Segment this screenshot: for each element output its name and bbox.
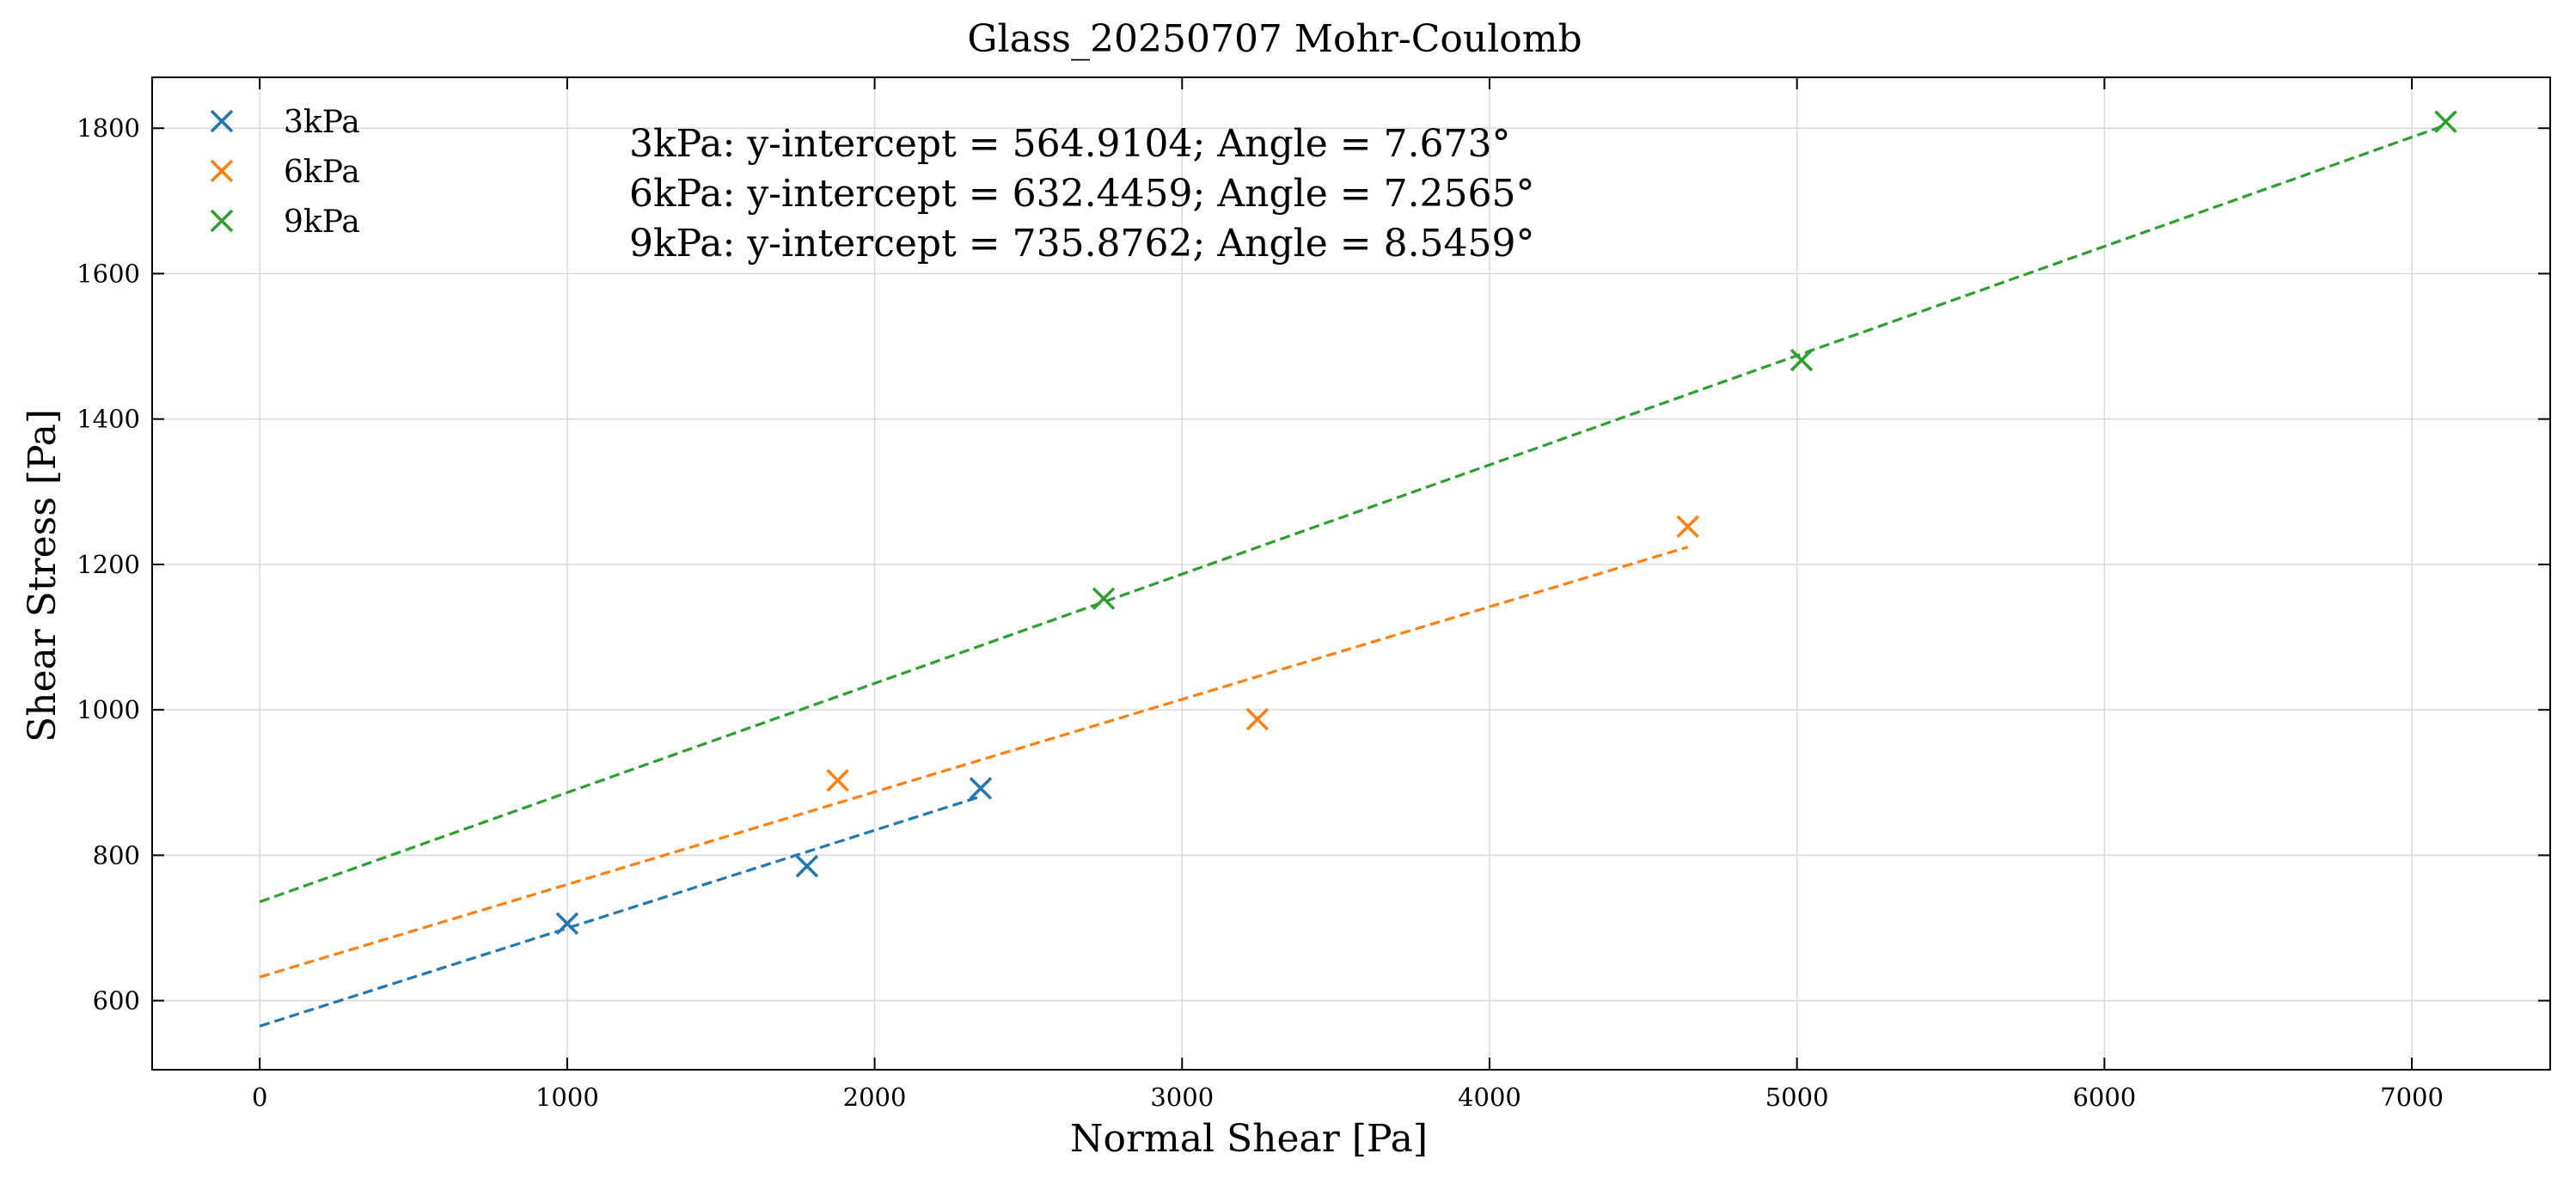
legend-entry-6kpa: 6kPa [210, 155, 360, 190]
y-tick-label: 1200 [76, 550, 140, 579]
data-point-3kpa [555, 912, 579, 936]
data-point-9kpa [2434, 110, 2457, 133]
legend-label-3kpa: 3kPa [284, 105, 360, 140]
y-tick-label: 800 [93, 840, 140, 870]
legend-entry-3kpa: 3kPa [210, 105, 360, 140]
y-axis-label: Shear Stress [Pa] [21, 409, 64, 742]
legend-label-9kpa: 9kPa [284, 204, 360, 240]
data-point-6kpa [1676, 515, 1699, 539]
x-tick-label: 1000 [535, 1083, 599, 1112]
ticks: 0 1000 2000 3000 4000 5000 6000 7000 600 800 1000 1… [76, 77, 2550, 1112]
legend-label-6kpa: 6kPa [284, 155, 360, 190]
x-axis-label: Normal Shear [Pa] [1070, 1117, 1428, 1161]
x-tick-label: 5000 [1765, 1083, 1829, 1112]
grid [152, 77, 2550, 1070]
legend-marker-6kpa [210, 159, 234, 183]
x-tick-label: 3000 [1150, 1083, 1214, 1112]
legend-entry-9kpa: 9kPa [210, 204, 360, 240]
fit-line-6kpa [259, 546, 1689, 979]
y-tick-label: 1600 [76, 259, 140, 288]
data-point-3kpa [795, 854, 819, 878]
data-point-9kpa [1092, 587, 1116, 610]
x-tick-label: 7000 [2380, 1083, 2444, 1112]
x-tick-label: 2000 [843, 1083, 907, 1112]
legend: 3kPa 6kPa 9kPa [210, 105, 360, 240]
chart-title: Glass_20250707 Mohr-Coulomb [967, 17, 1582, 61]
plot-frame [151, 76, 2551, 1071]
y-tick-label: 1000 [76, 695, 140, 724]
legend-marker-3kpa [210, 109, 234, 133]
data-point-9kpa [1790, 348, 1814, 372]
x-tick-label: 6000 [2072, 1083, 2136, 1112]
y-tick-label: 1400 [76, 405, 140, 434]
x-tick-label: 0 [252, 1083, 267, 1112]
data-points [555, 110, 2457, 936]
y-tick-label: 600 [93, 986, 140, 1016]
legend-marker-9kpa [210, 209, 234, 233]
fit-annotations: 3kPa: y-intercept = 564.9104; Angle = 7.… [629, 122, 1535, 265]
x-tick-label: 4000 [1458, 1083, 1521, 1112]
data-point-6kpa [1245, 707, 1270, 731]
y-tick-label: 1800 [76, 113, 140, 143]
fit-lines [259, 124, 2446, 1028]
data-point-3kpa [969, 777, 993, 800]
annotation-6kpa: 6kPa: y-intercept = 632.4459; Angle = 7.… [629, 172, 1535, 216]
data-point-6kpa [826, 768, 849, 792]
annotation-3kpa: 3kPa: y-intercept = 564.9104; Angle = 7.… [629, 122, 1511, 166]
annotation-9kpa: 9kPa: y-intercept = 735.8762; Angle = 8.… [629, 222, 1535, 265]
fit-line-3kpa [259, 795, 982, 1028]
